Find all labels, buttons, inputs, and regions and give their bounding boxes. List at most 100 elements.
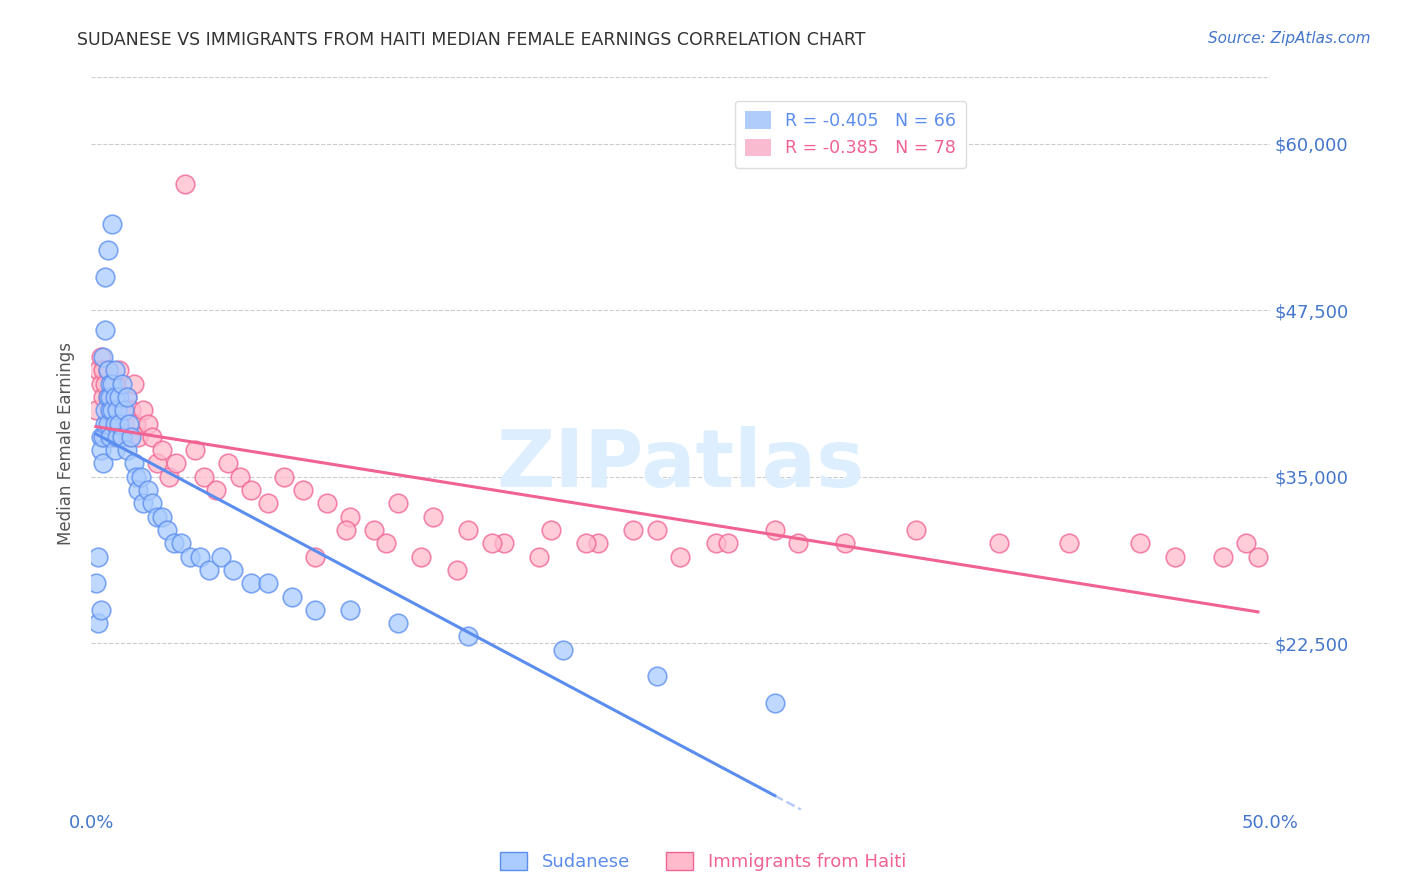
Point	[446, 563, 468, 577]
Point	[118, 417, 141, 431]
Point	[669, 549, 692, 564]
Point	[540, 523, 562, 537]
Point	[787, 536, 810, 550]
Point	[94, 403, 117, 417]
Point	[150, 509, 173, 524]
Point	[87, 363, 110, 377]
Point	[363, 523, 385, 537]
Point	[184, 443, 207, 458]
Point	[115, 443, 138, 458]
Point	[575, 536, 598, 550]
Point	[163, 536, 186, 550]
Point	[111, 430, 134, 444]
Point	[125, 469, 148, 483]
Point	[127, 430, 149, 444]
Point	[98, 390, 121, 404]
Point	[273, 469, 295, 483]
Point	[170, 536, 193, 550]
Point	[179, 549, 201, 564]
Point	[91, 457, 114, 471]
Point	[492, 536, 515, 550]
Point	[94, 323, 117, 337]
Point	[165, 457, 187, 471]
Point	[141, 496, 163, 510]
Point	[141, 430, 163, 444]
Point	[763, 696, 786, 710]
Text: ZIPatlas: ZIPatlas	[496, 426, 865, 505]
Point	[101, 376, 124, 391]
Point	[422, 509, 444, 524]
Point	[115, 390, 138, 404]
Point	[315, 496, 337, 510]
Point	[304, 603, 326, 617]
Point	[132, 496, 155, 510]
Point	[645, 669, 668, 683]
Point	[104, 443, 127, 458]
Point	[115, 390, 138, 404]
Point	[586, 536, 609, 550]
Point	[136, 483, 159, 497]
Point	[98, 403, 121, 417]
Point	[240, 483, 263, 497]
Point	[1164, 549, 1187, 564]
Point	[108, 430, 131, 444]
Point	[112, 417, 135, 431]
Point	[763, 523, 786, 537]
Point	[101, 390, 124, 404]
Point	[339, 603, 361, 617]
Point	[90, 350, 112, 364]
Point	[374, 536, 396, 550]
Point	[111, 403, 134, 417]
Point	[90, 430, 112, 444]
Point	[105, 417, 128, 431]
Point	[104, 403, 127, 417]
Point	[120, 403, 142, 417]
Point	[292, 483, 315, 497]
Point	[174, 177, 197, 191]
Point	[209, 549, 232, 564]
Point	[387, 496, 409, 510]
Point	[1247, 549, 1270, 564]
Point	[217, 457, 239, 471]
Point	[97, 363, 120, 377]
Point	[90, 376, 112, 391]
Point	[111, 376, 134, 391]
Point	[108, 417, 131, 431]
Point	[132, 403, 155, 417]
Point	[551, 642, 574, 657]
Point	[457, 630, 479, 644]
Point	[87, 616, 110, 631]
Point	[157, 469, 180, 483]
Point	[98, 430, 121, 444]
Point	[97, 417, 120, 431]
Point	[122, 457, 145, 471]
Point	[104, 363, 127, 377]
Point	[91, 390, 114, 404]
Point	[155, 523, 177, 537]
Point	[105, 430, 128, 444]
Point	[125, 417, 148, 431]
Point	[97, 390, 120, 404]
Point	[304, 549, 326, 564]
Point	[146, 509, 169, 524]
Point	[90, 443, 112, 458]
Point	[97, 244, 120, 258]
Point	[1059, 536, 1081, 550]
Y-axis label: Median Female Earnings: Median Female Earnings	[58, 342, 75, 545]
Point	[280, 590, 302, 604]
Point	[257, 576, 280, 591]
Point	[101, 430, 124, 444]
Point	[91, 363, 114, 377]
Point	[98, 376, 121, 391]
Point	[120, 430, 142, 444]
Point	[905, 523, 928, 537]
Point	[104, 376, 127, 391]
Point	[94, 376, 117, 391]
Legend: R = -0.405   N = 66, R = -0.385   N = 78: R = -0.405 N = 66, R = -0.385 N = 78	[734, 101, 966, 168]
Point	[122, 376, 145, 391]
Point	[90, 603, 112, 617]
Point	[101, 403, 124, 417]
Point	[94, 430, 117, 444]
Point	[94, 417, 117, 431]
Point	[91, 350, 114, 364]
